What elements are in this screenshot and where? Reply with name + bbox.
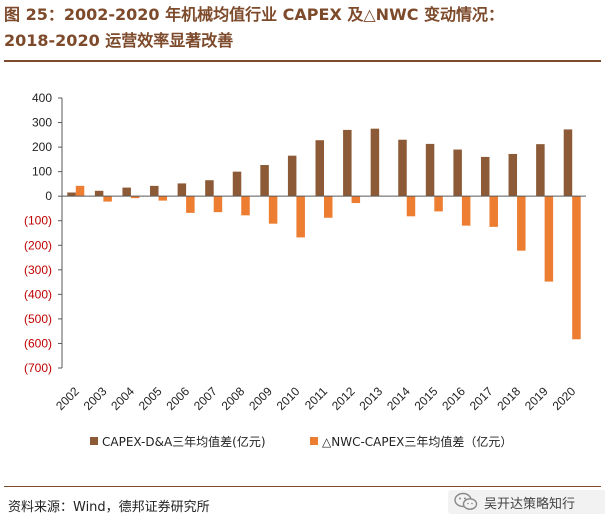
bar-capex-2007 [205, 180, 214, 197]
legend-swatch-capex [90, 437, 98, 445]
title-divider [4, 60, 601, 62]
bar-capex-2019 [536, 144, 545, 197]
bar-capex-2008 [232, 171, 242, 197]
bar-nwc-2019 [544, 196, 554, 282]
x-tick-label-2006: 2006 [163, 384, 192, 413]
bar-nwc-2005 [158, 196, 168, 201]
x-tick-label-2010: 2010 [274, 384, 303, 413]
x-tick-label-2007: 2007 [191, 384, 220, 413]
bar-nwc-2008 [241, 196, 250, 216]
bar-capex-2015 [425, 143, 435, 197]
bar-capex-2018 [508, 153, 518, 197]
bar-nwc-2006 [186, 196, 195, 213]
bar-capex-2009 [260, 165, 269, 197]
y-tick-label: (100) [24, 214, 52, 228]
bar-capex-2005 [150, 185, 159, 197]
y-tick-label: 100 [32, 165, 52, 179]
x-tick-label-2015: 2015 [412, 384, 441, 413]
source-divider [4, 486, 601, 487]
y-tick-label: (700) [24, 361, 52, 375]
y-tick-label: 0 [45, 189, 52, 203]
x-tick-label-2005: 2005 [136, 384, 165, 413]
y-tick-label: (200) [24, 238, 52, 252]
x-tick-label-2012: 2012 [329, 384, 358, 413]
bar-nwc-2017 [489, 196, 498, 227]
x-tick-label-2003: 2003 [81, 384, 110, 413]
bar-nwc-2020 [572, 196, 581, 340]
y-tick-label: (600) [24, 336, 52, 350]
bar-nwc-2016 [461, 196, 471, 226]
bar-nwc-2004 [130, 196, 140, 199]
x-tick-label-2020: 2020 [550, 384, 579, 413]
y-axis: 400 300 200 100 0 (100) (200) (300) (400) (500) (6… [24, 91, 63, 375]
bar-nwc-2015 [434, 196, 443, 212]
legend-label-capex: CAPEX-D&A三年均值差(亿元) [102, 434, 266, 449]
bar-capex-2020 [563, 129, 573, 197]
y-tick-label: 200 [32, 140, 52, 154]
x-tick-label-2009: 2009 [246, 384, 275, 413]
x-tick-label-2018: 2018 [494, 384, 523, 413]
legend-label-nwc: △NWC-CAPEX三年均值差（亿元） [322, 434, 512, 449]
bar-nwc-2007 [213, 196, 223, 213]
bar-nwc-2003 [103, 196, 112, 202]
figure-title: 图 25：2002-2020 年机械均值行业 CAPEX 及△NWC 变动情况：… [4, 2, 601, 54]
bar-nwc-2011 [324, 196, 333, 218]
bar-capex-2014 [398, 139, 407, 197]
figure-title-line-2: 2018-2020 运营效率显著改善 [4, 31, 234, 50]
x-tick-label-2002: 2002 [53, 384, 82, 413]
legend: CAPEX-D&A三年均值差(亿元) △NWC-CAPEX三年均值差（亿元） [90, 434, 512, 449]
bar-capex-2010 [287, 155, 297, 197]
bar-nwc-2012 [351, 196, 361, 204]
bar-nwc-2002 [75, 185, 85, 197]
x-tick-label-2008: 2008 [219, 384, 248, 413]
bar-capex-2016 [453, 149, 462, 197]
bar-capex-2004 [122, 187, 131, 197]
y-tick-label: (500) [24, 312, 52, 326]
watermark-text: 吴开达策略知行 [484, 496, 576, 512]
y-tick-label: 300 [32, 116, 52, 130]
source-note: 资料来源：Wind，德邦证券研究所 [8, 500, 210, 515]
bar-capex-2012 [343, 129, 352, 197]
bar-capex-2003 [94, 190, 104, 197]
bar-nwc-2010 [296, 196, 305, 238]
x-tick-label-2016: 2016 [439, 384, 468, 413]
bar-nwc-2009 [268, 196, 278, 224]
legend-swatch-nwc [310, 437, 318, 445]
bar-nwc-2018 [517, 196, 526, 251]
bar-capex-2013 [370, 128, 380, 197]
y-tick-label: 400 [32, 91, 52, 105]
x-tick-label-2014: 2014 [384, 384, 413, 413]
y-tick-label: (300) [24, 263, 52, 277]
x-tick-label-2017: 2017 [467, 384, 496, 413]
figure-title-line-1: 图 25：2002-2020 年机械均值行业 CAPEX 及△NWC 变动情况： [4, 5, 505, 24]
x-tick-label-2011: 2011 [302, 384, 330, 412]
x-tick-label-2013: 2013 [356, 384, 385, 413]
bars-layer [67, 128, 581, 340]
bar-capex-2002 [67, 192, 76, 197]
bar-chart: 400 300 200 100 0 (100) (200) (300) (400) (500) (6… [24, 91, 586, 449]
watermark-badge: 吴开达策略知行 [448, 490, 605, 514]
x-tick-label-2004: 2004 [108, 384, 137, 413]
bar-capex-2006 [177, 183, 187, 197]
bar-capex-2011 [315, 140, 324, 197]
bar-nwc-2014 [406, 196, 416, 217]
x-tick-label-2019: 2019 [522, 384, 551, 413]
wechat-icon [454, 492, 478, 510]
bar-capex-2017 [480, 156, 490, 197]
y-tick-label: (400) [24, 287, 52, 301]
